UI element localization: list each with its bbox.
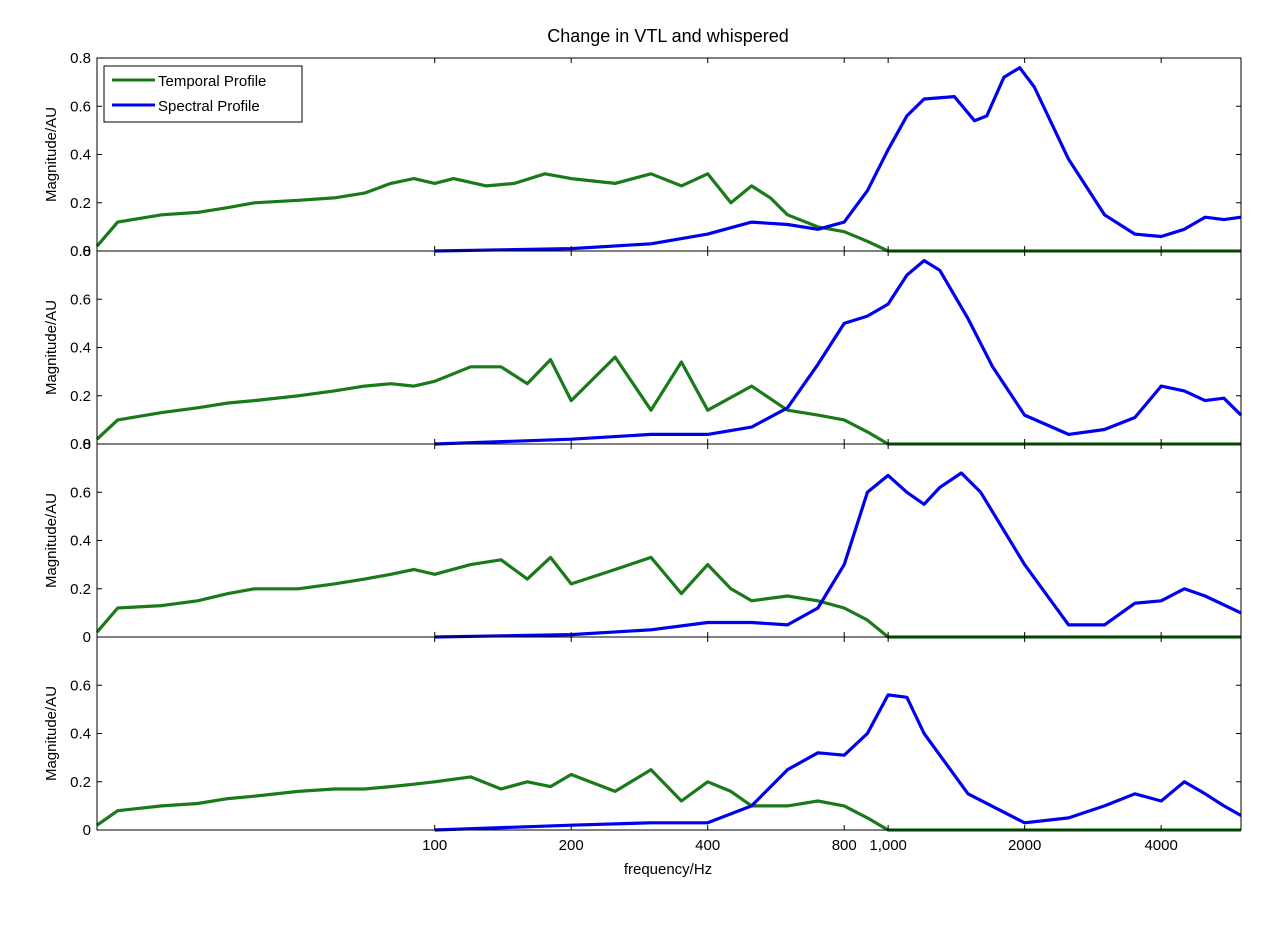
series-line-spectral-panel-4 xyxy=(434,693,1242,832)
y-tick-label: 0.8 xyxy=(70,243,91,260)
series-line-temporal-panel-4 xyxy=(96,768,1241,832)
series-line-temporal-panel-2 xyxy=(95,355,1241,446)
y-tick-label: 0.6 xyxy=(70,98,91,115)
y-axis-label: Magnitude/AU xyxy=(43,300,60,395)
series-line-spectral-panel-1 xyxy=(434,66,1242,253)
x-tick-label: 200 xyxy=(559,837,584,854)
series-line-temporal-panel-3 xyxy=(95,555,1241,639)
y-tick-label: 0.6 xyxy=(70,484,91,501)
series-line-spectral-panel-3 xyxy=(434,471,1242,639)
y-tick-label: 0.2 xyxy=(70,774,91,791)
y-tick-label: 0.2 xyxy=(70,195,91,212)
y-tick-label: 0 xyxy=(83,243,91,260)
y-tick-label: 0.6 xyxy=(70,291,91,308)
panel-3: 0 0.2 0.4 0.6 0.8 Magnitude/AU xyxy=(43,436,1242,646)
y-tick-label: 0.2 xyxy=(70,388,91,405)
panels: 0 0.2 0.4 0.6 0.8 Magnitude/AU 0 0.2 0.4 0.6 0.8 Ma… xyxy=(43,50,1243,854)
legend-entry-spectral: Spectral Profile xyxy=(158,98,260,115)
x-axis-label: frequency/Hz xyxy=(624,861,712,878)
y-axis-label: Magnitude/AU xyxy=(43,107,60,202)
x-tick-label: 1,000 xyxy=(869,837,907,854)
chart-title: Change in VTL and whispered xyxy=(547,26,789,46)
y-tick-label: 0.4 xyxy=(70,340,91,357)
panel-4: 0 0.2 0.4 0.6 100 200 400 800 1,000 2000 4000 Magni… xyxy=(43,636,1242,854)
x-tick-label: 400 xyxy=(695,837,720,854)
legend: Temporal Profile Spectral Profile xyxy=(103,65,303,123)
legend-box xyxy=(103,65,303,123)
y-tick-label: 0.8 xyxy=(70,50,91,67)
y-tick-label: 0 xyxy=(83,629,91,646)
y-tick-label: 0.4 xyxy=(70,533,91,550)
y-tick-label: 0.6 xyxy=(70,677,91,694)
y-tick-label: 0.4 xyxy=(70,147,91,164)
y-tick-label: 0.4 xyxy=(70,726,91,743)
y-tick-label: 0 xyxy=(83,436,91,453)
y-axis-label: Magnitude/AU xyxy=(43,493,60,588)
y-tick-label: 0.2 xyxy=(70,581,91,598)
legend-entry-temporal: Temporal Profile xyxy=(158,73,266,90)
panel-1: 0 0.2 0.4 0.6 0.8 Magnitude/AU xyxy=(43,50,1242,260)
x-tick-label: 100 xyxy=(422,837,447,854)
y-axis-label: Magnitude/AU xyxy=(43,686,60,781)
x-tick-label: 800 xyxy=(832,837,857,854)
x-tick-label: 4000 xyxy=(1144,837,1177,854)
series-line-temporal-panel-1 xyxy=(95,172,1241,253)
y-tick-label: 0 xyxy=(83,822,91,839)
y-tick-label: 0.8 xyxy=(70,436,91,453)
series-line-spectral-panel-2 xyxy=(434,259,1243,446)
x-tick-label: 2000 xyxy=(1008,837,1041,854)
